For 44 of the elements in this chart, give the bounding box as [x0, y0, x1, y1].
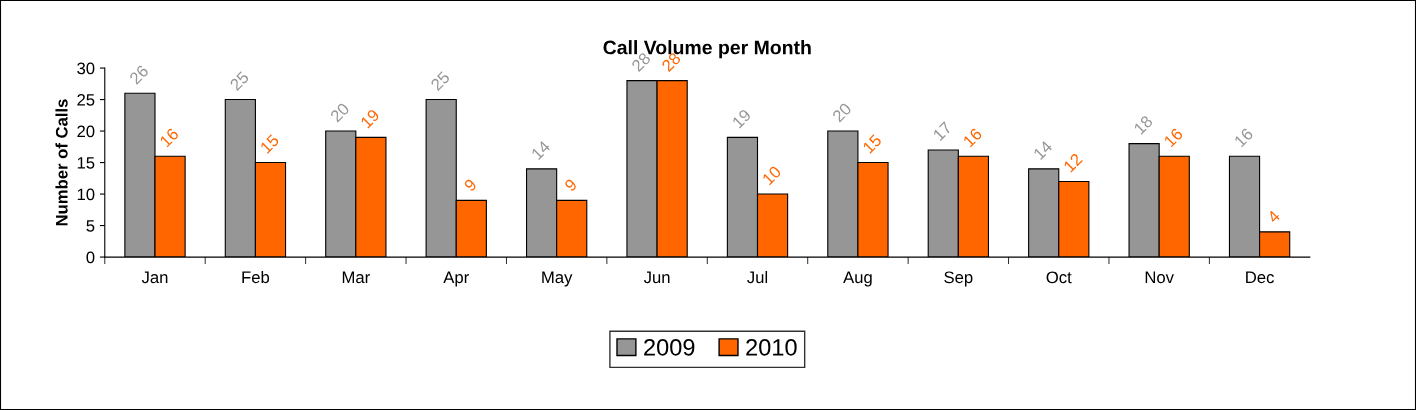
data-label: 19 [360, 108, 381, 129]
data-label: 16 [1233, 127, 1254, 148]
data-label: 14 [1032, 139, 1053, 160]
x-tick-label: Jun [643, 271, 670, 284]
x-tick-label: Jan [141, 271, 168, 284]
x-tick-label: Apr [443, 271, 469, 287]
legend-label: 2010 [746, 338, 797, 356]
x-tick-label: Jul [747, 270, 768, 284]
y-axis-title: Number of Calls [55, 99, 68, 226]
data-label: 15 [862, 133, 883, 154]
data-label: 10 [761, 165, 782, 186]
data-label: 9 [463, 178, 478, 192]
y-tick-label: 5 [86, 220, 95, 232]
y-tick-label: 15 [77, 157, 95, 169]
data-label: 17 [932, 121, 953, 142]
x-tick-label: May [542, 271, 573, 287]
y-tick-label: 25 [77, 93, 95, 106]
data-label: 19 [731, 108, 752, 129]
x-tick-label: Dec [1246, 271, 1274, 284]
data-label: 4 [1266, 209, 1281, 224]
data-label: 16 [159, 127, 180, 148]
data-label: 16 [962, 127, 983, 148]
data-label: 25 [430, 70, 451, 92]
x-tick-label: Feb [242, 270, 270, 284]
y-tick-label: 10 [77, 188, 95, 201]
data-label: 18 [1133, 114, 1154, 135]
data-label: 20 [831, 102, 853, 123]
y-tick-label: 20 [77, 125, 95, 138]
data-label: 20 [329, 102, 351, 123]
x-tick-label: Oct [1046, 271, 1072, 284]
x-tick-label: Mar [342, 271, 370, 284]
legend-label: 2009 [644, 338, 695, 356]
data-label: 25 [229, 70, 250, 92]
data-label: 9 [563, 178, 578, 192]
x-tick-label: Nov [1145, 271, 1174, 284]
data-label: 15 [259, 133, 280, 154]
x-tick-label: Sep [944, 271, 973, 287]
data-label: 16 [1163, 127, 1184, 148]
x-tick-label: Aug [843, 271, 872, 287]
y-tick-label: 30 [77, 62, 95, 75]
data-label: 26 [128, 64, 150, 85]
y-tick-label: 0 [86, 251, 95, 264]
data-label: 14 [530, 139, 551, 160]
data-label: 12 [1062, 152, 1083, 173]
